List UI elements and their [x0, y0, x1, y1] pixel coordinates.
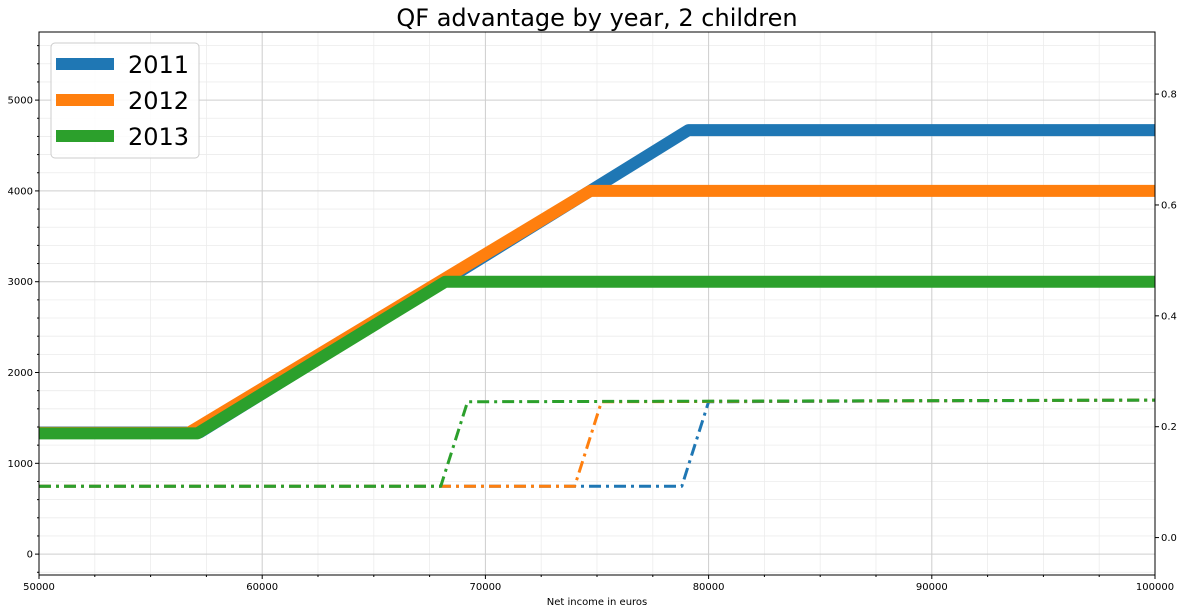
rate-series-lines	[39, 398, 1156, 488]
rate-line-2013	[39, 398, 1156, 488]
y-tick-label: 3000	[8, 277, 33, 288]
x-tick-label: 80000	[693, 582, 725, 593]
chart-title: QF advantage by year, 2 children	[396, 4, 797, 32]
x-tick-label: 90000	[916, 582, 948, 593]
y-tick-label: 0	[27, 550, 33, 561]
y-axis-ticks: 0 1000 2000 3000 4000 5000	[8, 45, 39, 573]
y2-tick-label: 0.2	[1161, 422, 1177, 433]
legend-label-2013: 2013	[128, 123, 189, 151]
y-tick-label: 2000	[8, 368, 33, 379]
x-tick-label: 60000	[246, 582, 278, 593]
legend-box	[50, 42, 200, 159]
y2-tick-label: 0.8	[1161, 90, 1177, 101]
y2-tick-label: 0.6	[1161, 200, 1177, 211]
y2-axis-ticks: 0.0 0.2 0.4 0.6 0.8	[1155, 90, 1177, 544]
x-tick-label: 50000	[23, 582, 55, 593]
y-tick-label: 5000	[8, 96, 33, 107]
legend-label-2012: 2012	[128, 87, 189, 115]
minor-grid	[38, 32, 1156, 575]
legend: 2011 2012 2013	[50, 42, 200, 159]
y-tick-label: 4000	[8, 186, 33, 197]
x-axis-label: Net income in euros	[547, 597, 648, 608]
y2-tick-label: 0.4	[1161, 311, 1177, 322]
legend-label-2011: 2011	[128, 51, 189, 79]
main-series-lines	[39, 124, 1155, 440]
x-tick-label: 100000	[1136, 582, 1174, 593]
x-tick-label: 70000	[469, 582, 501, 593]
y-tick-label: 1000	[8, 459, 33, 470]
x-axis-ticks: 50000 60000 70000 80000 90000 100000	[23, 575, 1174, 593]
series-line-2013	[39, 275, 1155, 440]
y2-tick-label: 0.0	[1161, 533, 1177, 544]
